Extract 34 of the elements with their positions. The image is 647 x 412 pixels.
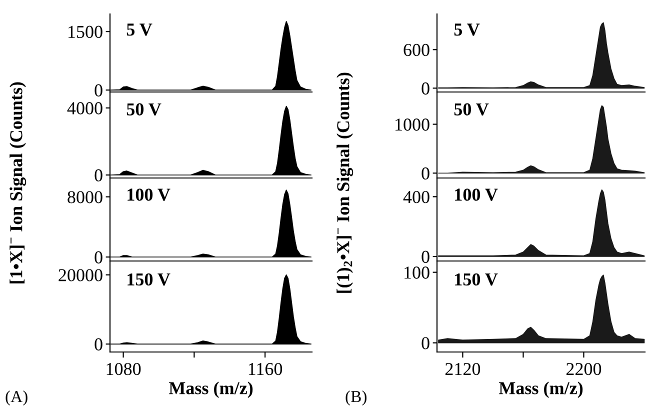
annotation: 100 V [455, 188, 498, 201]
annotation: 150 V [455, 273, 498, 286]
y-axis-title: [(1)$_{2}$•X]$^{−}$ Ion Signal (Counts) [336, 72, 354, 293]
annotation: 100 V [128, 188, 170, 201]
annotation: 50 V [454, 103, 489, 116]
y-tick-label: 100 [404, 266, 430, 279]
y-tick-label: 1000 [396, 118, 430, 131]
x-axis-title: Mass (m/z) [168, 382, 253, 398]
annotation: 5 V [126, 24, 152, 36]
x-axis-title: Mass (m/z) [498, 382, 583, 398]
x-tick-label: 2120 [445, 362, 480, 376]
text: (B) [346, 390, 366, 406]
y-tick-label: 0 [94, 169, 102, 182]
annotation: 50 V [126, 103, 162, 116]
y-tick-label: 400 [403, 190, 430, 204]
y-tick-label: 8000 [68, 191, 102, 204]
y-tick-label: 0 [94, 338, 102, 350]
y-tick-label: 0 [94, 251, 102, 264]
y-tick-label: 0 [94, 84, 102, 96]
y-tick-label: 4000 [67, 102, 102, 114]
y-tick-label: 20000 [58, 269, 102, 282]
annotation: 5 V [454, 24, 480, 36]
y-tick-label: 0 [422, 250, 430, 263]
x-tick-label: 1080 [106, 362, 141, 376]
y-tick-label: 600 [404, 44, 430, 56]
text: (A) [6, 390, 28, 406]
y-tick-label: 0 [422, 167, 430, 180]
y-tick-label: 0 [422, 82, 430, 95]
y-axis-title: [1•X]$^{−}$ Ion Signal (Counts) [10, 82, 26, 284]
x-tick-label: 1160 [248, 362, 282, 376]
x-tick-label: 2200 [566, 362, 602, 376]
y-tick-label: 1500 [68, 26, 102, 38]
annotation: 150 V [128, 273, 170, 286]
y-tick-label: 0 [422, 337, 430, 350]
